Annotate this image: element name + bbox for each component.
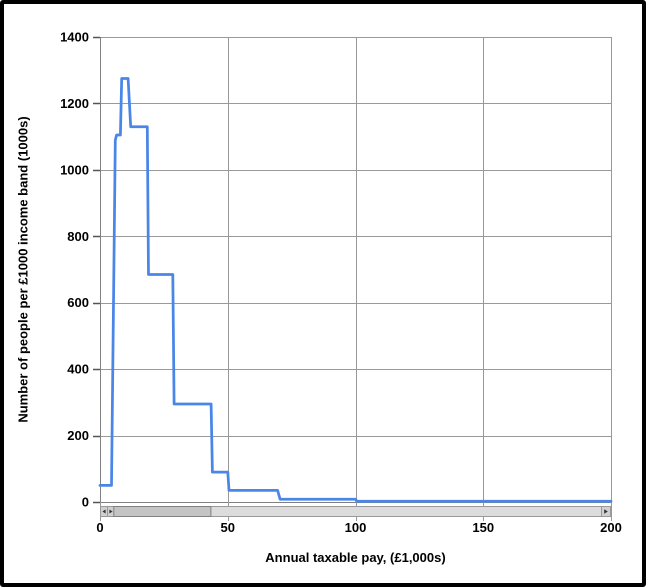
y-tick-label: 1200 [60,96,89,111]
x-tick-label: 150 [472,520,494,535]
x-tick-label: 0 [96,520,103,535]
x-tick-label: 200 [600,520,622,535]
horizontal-scrollbar[interactable] [100,506,611,517]
scroll-left-arrow-icon [102,509,106,514]
y-tick-label: 400 [67,362,89,377]
x-axis-title: Annual taxable pay, (£1,000s) [265,550,446,565]
data-line-series [98,77,613,503]
y-axis-title: Number of people per £1000 income band (… [15,116,31,423]
y-tick-label: 1400 [60,30,89,45]
scrollbar-thumb[interactable] [113,506,212,517]
axis-tick-marks [93,36,612,521]
y-tick-label: 200 [67,428,89,443]
x-tick-label: 100 [345,520,367,535]
gridlines [100,37,612,503]
y-tick-label: 600 [67,295,89,310]
axis-tick-labels: 0 200 400 600 800 1000 1200 1400 0 50 100 150 200 [60,30,622,536]
y-tick-label: 1000 [60,162,89,177]
scroll-right-arrow-icon [109,509,113,514]
series-line-people-per-income-band [98,77,613,503]
x-tick-label: 50 [221,520,235,535]
chart-canvas: 0 200 400 600 800 1000 1200 1400 0 50 100 150 200 [60,30,622,536]
scroll-right-end-arrow-icon [604,509,608,514]
y-tick-label: 0 [82,495,89,510]
y-tick-label: 800 [67,229,89,244]
